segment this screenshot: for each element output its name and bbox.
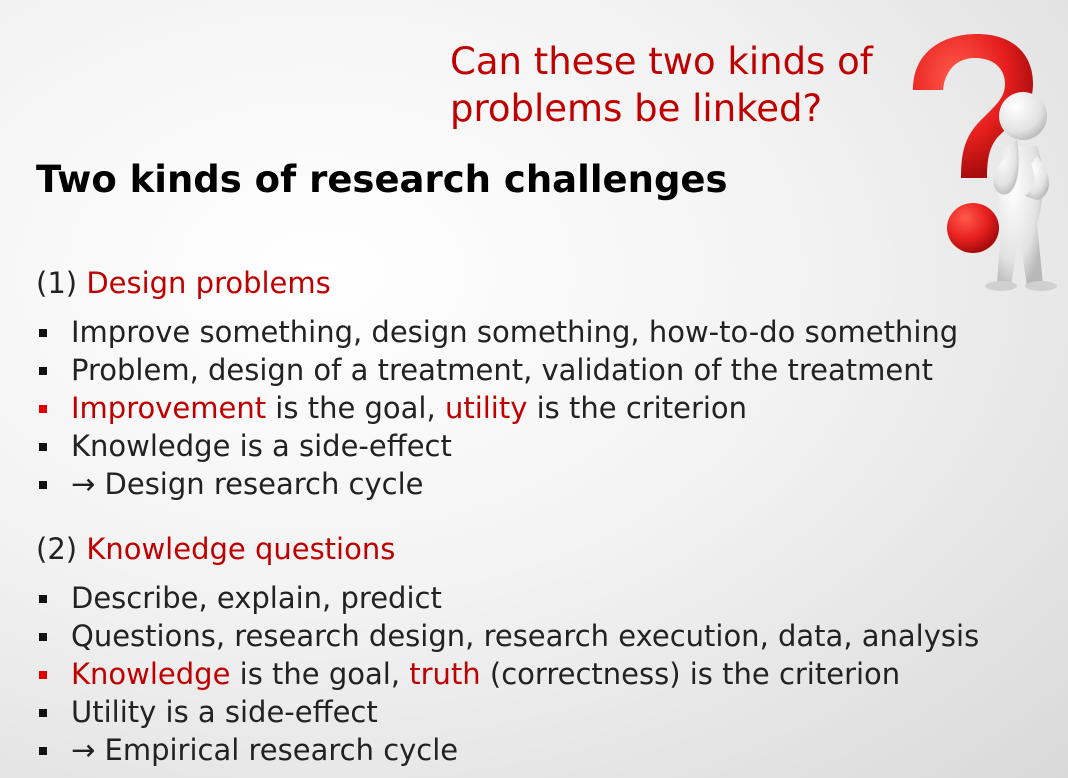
section-title: Design problems [86, 266, 331, 300]
list-item: Questions, research design, research exe… [36, 617, 979, 655]
list-item: Knowledge is the goal, truth (correctnes… [36, 655, 979, 693]
section-title: Knowledge questions [86, 532, 396, 566]
knowledge-questions-list: Describe, explain, predict Questions, re… [36, 579, 979, 769]
slide-title: Two kinds of research challenges [36, 158, 728, 201]
list-item: Problem, design of a treatment, validati… [36, 351, 958, 389]
section-number: (1) [36, 266, 78, 300]
list-item: Improve something, design something, how… [36, 313, 958, 351]
thinking-figure-with-question-mark-icon [913, 34, 1057, 291]
bullet-icon [39, 405, 47, 413]
list-item: Utility is a side-effect [36, 693, 979, 731]
section-heading-design-problems: (1) Design problems [36, 266, 331, 300]
list-item: Describe, explain, predict [36, 579, 979, 617]
list-item: Improvement is the goal, utility is the … [36, 389, 958, 427]
list-item: → Empirical research cycle [36, 731, 979, 769]
bullet-icon [39, 709, 47, 717]
bullet-icon [39, 481, 47, 489]
question-line-2: problems be linked? [450, 87, 823, 130]
bullet-icon [39, 329, 47, 337]
question-line-1: Can these two kinds of [450, 40, 873, 83]
bullet-icon [39, 443, 47, 451]
bullet-icon [39, 633, 47, 641]
bullet-icon [39, 367, 47, 375]
question-callout: Can these two kinds of problems be linke… [450, 38, 873, 132]
list-item: → Design research cycle [36, 465, 958, 503]
design-problems-list: Improve something, design something, how… [36, 313, 958, 503]
bullet-icon [39, 595, 47, 603]
section-number: (2) [36, 532, 78, 566]
section-heading-knowledge-questions: (2) Knowledge questions [36, 532, 395, 566]
bullet-icon [39, 747, 47, 755]
bullet-icon [39, 671, 47, 679]
list-item: Knowledge is a side-effect [36, 427, 958, 465]
